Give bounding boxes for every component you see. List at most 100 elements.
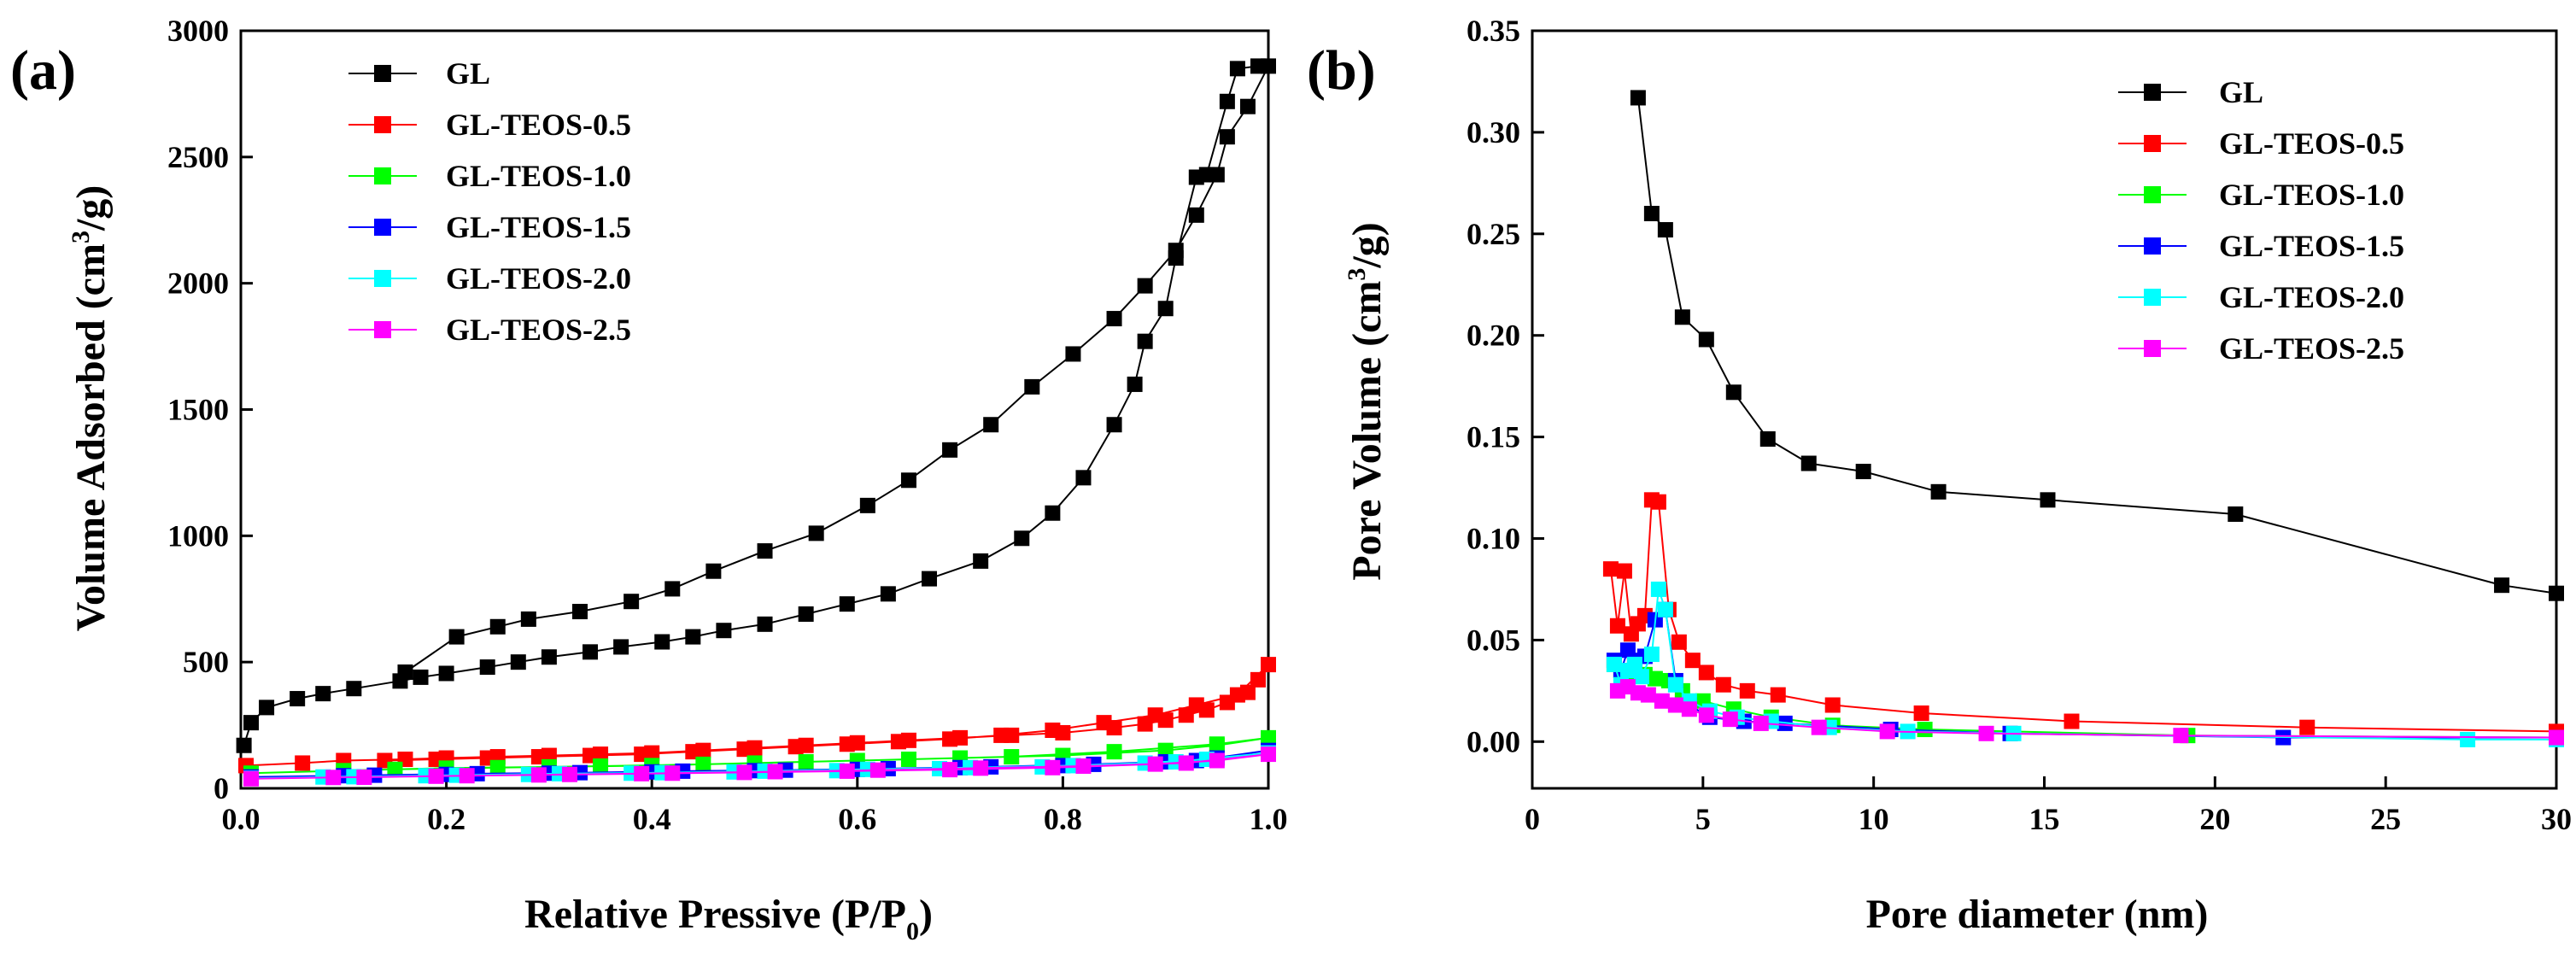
- data-point: [787, 739, 804, 755]
- data-point: [428, 768, 444, 784]
- data-point: [1698, 331, 1714, 348]
- data-point: [438, 665, 454, 682]
- data-point: [798, 753, 814, 770]
- y-tick-label: 0.15: [1467, 420, 1520, 454]
- data-point: [1671, 634, 1687, 650]
- data-point: [1855, 464, 1871, 480]
- x-tick-label: 10: [1859, 802, 1889, 836]
- data-point: [2299, 719, 2315, 735]
- data-point: [356, 769, 372, 785]
- data-point: [1770, 687, 1786, 703]
- data-point: [1811, 719, 1827, 735]
- panel-a-label: (a): [10, 39, 76, 102]
- y-tick-label: 2500: [167, 140, 229, 174]
- data-point: [767, 764, 783, 780]
- panel-a: (a) Volume Adsorbed (cm3/g) Relative Pre…: [10, 39, 933, 945]
- data-point: [1722, 711, 1738, 728]
- data-point: [1147, 707, 1163, 723]
- data-point: [1674, 309, 1690, 325]
- data-point: [757, 616, 773, 632]
- data-point: [243, 770, 260, 787]
- panel-a-xlabel: Relative Pressive (P/P0): [524, 892, 933, 945]
- data-point: [1004, 749, 1020, 765]
- data-point: [1978, 725, 1994, 741]
- data-point: [346, 681, 362, 697]
- y-tick-label: 0.10: [1467, 522, 1520, 556]
- data-point: [2494, 577, 2510, 594]
- data-point: [922, 571, 938, 587]
- legend-marker: [2144, 340, 2161, 357]
- data-point: [839, 763, 855, 779]
- data-point: [1609, 618, 1625, 634]
- data-point: [1681, 701, 1697, 717]
- data-point: [583, 644, 599, 660]
- data-point: [942, 442, 958, 458]
- legend-label: GL: [2219, 75, 2263, 109]
- data-point: [1137, 333, 1153, 349]
- data-point: [1667, 697, 1683, 713]
- panel-a-ylabel-main: Volume Adsorbed (cm: [68, 243, 114, 631]
- series-a-gl-teos-2-0: GL-TEOS-2.0: [243, 261, 1276, 787]
- legend-marker: [374, 167, 391, 184]
- data-point: [1157, 301, 1174, 317]
- legend-label: GL-TEOS-2.0: [2219, 280, 2404, 314]
- data-point: [1065, 346, 1081, 362]
- data-point: [1657, 222, 1673, 238]
- data-point: [1261, 58, 1276, 74]
- data-point: [1106, 744, 1122, 760]
- legend-label: GL-TEOS-1.0: [446, 159, 631, 193]
- data-point: [654, 634, 670, 650]
- data-point: [1045, 759, 1061, 776]
- y-tick-label: 0: [214, 771, 229, 805]
- data-point: [993, 727, 1010, 743]
- data-point: [479, 659, 495, 676]
- data-point: [1930, 483, 1947, 500]
- x-tick-label: 0.2: [427, 802, 465, 836]
- data-point: [664, 765, 681, 781]
- legend-marker: [2144, 186, 2161, 203]
- data-point: [839, 736, 855, 752]
- data-point: [413, 669, 429, 685]
- legend-label: GL-TEOS-2.0: [446, 261, 631, 296]
- legend-label: GL-TEOS-1.0: [2219, 178, 2404, 212]
- y-tick-label: 0.25: [1467, 217, 1520, 251]
- data-point: [1606, 656, 1622, 672]
- data-point: [1137, 278, 1153, 294]
- data-point: [295, 755, 311, 771]
- panel-a-xlabel-sub: 0: [906, 917, 919, 945]
- legend-marker: [374, 270, 391, 287]
- panel-a-xlabel-close: ): [919, 892, 933, 937]
- data-point: [1698, 707, 1714, 723]
- panel-a-ylabel-close: /g): [68, 185, 114, 231]
- data-point: [983, 417, 999, 433]
- data-point: [1667, 676, 1683, 693]
- data-point: [1014, 530, 1030, 547]
- legend-marker: [374, 219, 391, 236]
- legend-marker: [374, 65, 391, 82]
- data-point: [634, 765, 650, 781]
- y-tick-label: 500: [183, 645, 229, 679]
- data-point: [1650, 494, 1666, 510]
- data-point: [1261, 657, 1276, 673]
- panel-a-xlabel-main: Relative Pressive (P/P: [524, 892, 906, 937]
- x-tick-label: 0.8: [1044, 802, 1082, 836]
- series-b-gl-teos-1-5: GL-TEOS-1.5: [1606, 229, 2564, 746]
- data-point: [1219, 93, 1235, 109]
- x-tick-label: 25: [2370, 802, 2401, 836]
- data-point: [890, 734, 906, 750]
- data-point: [1045, 722, 1061, 738]
- panel-a-ylabel-sup: 3: [67, 231, 95, 243]
- y-tick-label: 1000: [167, 518, 229, 553]
- data-point: [613, 639, 629, 655]
- data-point: [243, 715, 260, 731]
- data-point: [448, 629, 465, 645]
- data-point: [1647, 670, 1663, 687]
- data-point: [1209, 752, 1225, 769]
- legend-label: GL: [446, 56, 490, 91]
- data-point: [1654, 693, 1670, 709]
- data-point: [1168, 243, 1184, 259]
- data-point: [2460, 731, 2476, 747]
- panel-b-ylabel-sup: 3: [1343, 268, 1371, 281]
- data-point: [1715, 676, 1731, 693]
- series-b-gl-teos-2-5: GL-TEOS-2.5: [1609, 331, 2564, 746]
